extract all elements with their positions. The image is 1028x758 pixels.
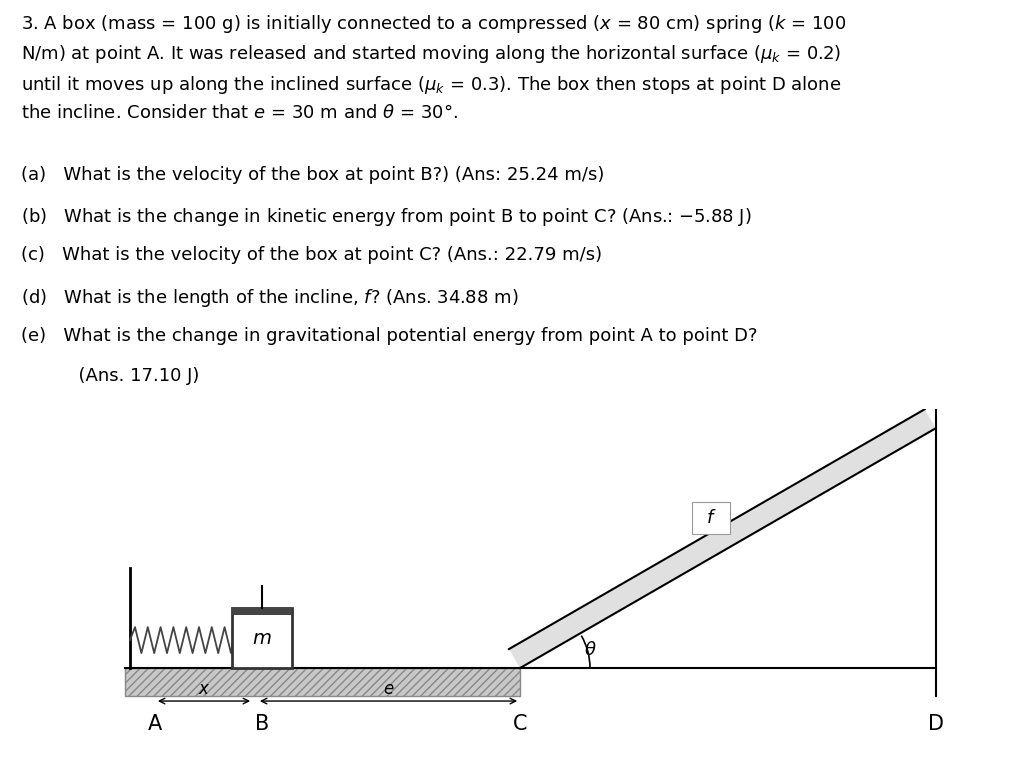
Bar (232, 608, 292, 615)
Text: D: D (927, 714, 944, 734)
Text: (b)   What is the change in kinetic energy from point B to point C? (Ans.: $-$5.: (b) What is the change in kinetic energy… (21, 206, 751, 228)
Text: $f$: $f$ (706, 509, 717, 527)
Text: the incline. Consider that $e$ = 30 m and $\theta$ = 30°.: the incline. Consider that $e$ = 30 m an… (21, 105, 457, 123)
Text: (c)   What is the velocity of the box at point C? (Ans.: 22.79 m/s): (c) What is the velocity of the box at p… (21, 246, 601, 265)
Bar (232, 608, 292, 668)
Text: $e$: $e$ (382, 680, 395, 698)
Text: $\theta$: $\theta$ (584, 641, 596, 659)
Text: N/m) at point A. It was released and started moving along the horizontal surface: N/m) at point A. It was released and sta… (21, 43, 841, 65)
Text: $x$: $x$ (197, 680, 210, 698)
Text: (Ans. 17.10 J): (Ans. 17.10 J) (21, 367, 199, 385)
Text: A: A (148, 714, 162, 734)
Polygon shape (509, 409, 935, 668)
Text: (e)   What is the change in gravitational potential energy from point A to point: (e) What is the change in gravitational … (21, 327, 757, 345)
Bar (125, 668, 520, 696)
Text: $m$: $m$ (252, 628, 271, 647)
Text: 3. A box (mass = 100 g) is initially connected to a compressed ($x$ = 80 cm) spr: 3. A box (mass = 100 g) is initially con… (21, 13, 846, 35)
Text: until it moves up along the inclined surface ($\mu_k$ = 0.3). The box then stops: until it moves up along the inclined sur… (21, 74, 841, 96)
FancyBboxPatch shape (692, 502, 730, 534)
Text: C: C (513, 714, 527, 734)
Text: B: B (255, 714, 269, 734)
Text: (d)   What is the length of the incline, $f$? (Ans. 34.88 m): (d) What is the length of the incline, $… (21, 287, 518, 309)
Text: (a)   What is the velocity of the box at point B?) (Ans: 25.24 m/s): (a) What is the velocity of the box at p… (21, 165, 603, 183)
